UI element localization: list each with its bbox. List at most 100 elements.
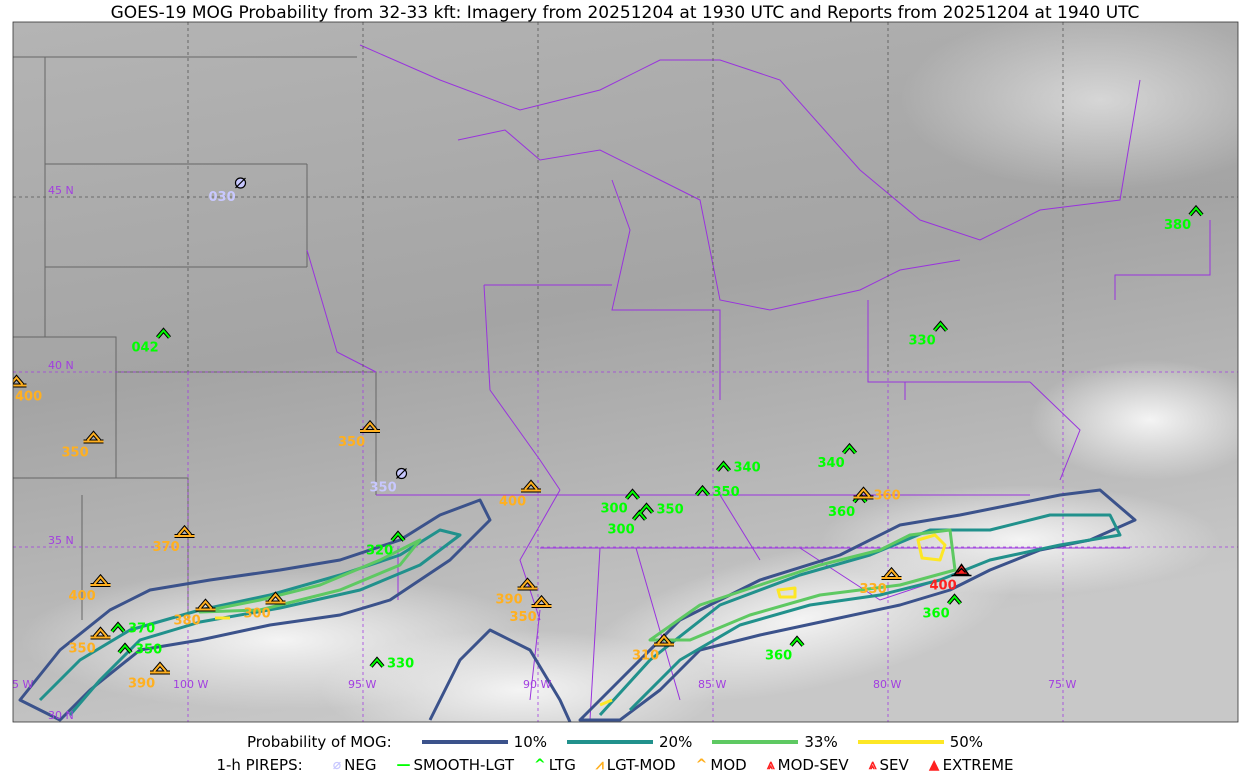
map-title: GOES-19 MOG Probability from 32-33 kft: … <box>110 3 1140 23</box>
legend-pirep-label: SEV <box>879 756 909 774</box>
pirep-altitude: 370 <box>128 622 155 637</box>
hat-icon: ⩘ <box>595 757 604 773</box>
pirep-altitude: 390 <box>496 593 523 608</box>
pirep-lgt-mod[interactable]: 350 <box>62 430 104 461</box>
legend-pirep-label: LGT-MOD <box>606 756 676 774</box>
legend-pirep-type: ⩓ SEV <box>869 756 909 774</box>
legend-swatch <box>857 740 944 744</box>
legend-pirep-type: ^ LTG <box>534 756 576 774</box>
pirep-altitude: 330 <box>860 582 887 597</box>
pirep-ltg[interactable]: 350 <box>638 502 684 518</box>
pirep-altitude: 340 <box>818 456 845 471</box>
pirep-ltg[interactable]: 320 <box>366 530 406 559</box>
pirep-neg[interactable]: 030 <box>209 177 247 205</box>
pirep-ltg[interactable]: 370 <box>110 621 155 637</box>
pirep-altitude: 360 <box>765 649 792 664</box>
hat-open-icon: ^ <box>695 757 708 773</box>
pirep-lgt-mod[interactable]: 350 <box>510 594 552 625</box>
grid-labels: 45 N 40 N 35 N 30 N 105 W 100 W 95 W 90 W 85 W 80… <box>13 184 1076 722</box>
pirep-ltg[interactable]: 360 <box>765 635 805 664</box>
lon-label: 85 W <box>698 678 726 691</box>
pirep-altitude: 350 <box>338 435 365 450</box>
lat-label: 45 N <box>48 184 74 197</box>
legend-level-label: 33% <box>804 733 838 751</box>
state-borders <box>13 44 1211 721</box>
pirep-altitude: 030 <box>209 190 236 205</box>
contour-33pct <box>198 538 422 614</box>
pirep-ltg[interactable]: 350 <box>694 484 740 500</box>
legend-pirep-type: ⩘ LGT-MOD <box>596 756 676 774</box>
contour-20pct <box>598 513 1122 717</box>
lat-label: 35 N <box>48 534 74 547</box>
pirep-ltg[interactable]: 300 <box>601 488 641 517</box>
lon-label: 95 W <box>348 678 376 691</box>
pirep-sev[interactable]: 400 <box>930 563 972 594</box>
pirep-ltg[interactable]: 330 <box>909 320 949 349</box>
pirep-markers: 030 350 042 380 330 400 350 350 400 370 400 380 300 3… <box>7 177 1204 692</box>
pirep-ltg[interactable]: 300 <box>608 509 648 538</box>
pirep-altitude: 400 <box>15 390 42 405</box>
pirep-altitude: 310 <box>632 649 659 664</box>
legend-level-label: 50% <box>949 733 984 751</box>
pirep-ltg[interactable]: 350 <box>117 642 162 658</box>
line-icon: — <box>396 757 411 773</box>
legend-swatch <box>567 740 654 744</box>
pirep-lgt-mod[interactable]: 370 <box>153 524 195 555</box>
pirep-lgt-mod[interactable]: 350 <box>338 419 380 450</box>
contour-50pct <box>776 586 797 599</box>
lon-label: 80 W <box>873 678 901 691</box>
pirep-mod[interactable]: 390 <box>128 661 170 692</box>
contour-50pct <box>916 533 947 562</box>
pirep-altitude: 340 <box>734 461 761 476</box>
mog-contours <box>18 488 1137 722</box>
contour-33pct <box>648 528 957 642</box>
pirep-lgt-mod[interactable]: 360 <box>853 486 901 504</box>
severe-hat-icon <box>951 563 972 577</box>
pirep-lgt-mod[interactable]: 350 <box>69 626 111 657</box>
pirep-altitude: 360 <box>923 607 950 622</box>
legend-pirep-label: LTG <box>548 756 576 774</box>
pirep-ltg[interactable]: 340 <box>818 442 858 471</box>
cloud-bands <box>20 22 1238 722</box>
pirep-lgt-mod[interactable]: 300 <box>244 591 286 622</box>
legend-pirep-label: SMOOTH-LGT <box>413 756 514 774</box>
pirep-altitude: 390 <box>128 677 155 692</box>
pirep-altitude: 300 <box>608 523 635 538</box>
pirep-altitude: 370 <box>153 540 180 555</box>
lon-label: 90 W <box>523 678 551 691</box>
pirep-ltg[interactable]: 360 <box>923 593 963 622</box>
legend-swatch <box>421 740 508 744</box>
pirep-ltg[interactable]: 042 <box>132 327 172 356</box>
pirep-mod[interactable]: 390 <box>496 577 538 608</box>
legend-level: 20% <box>567 733 692 751</box>
pirep-altitude: 042 <box>132 341 159 356</box>
contour-10pct <box>578 488 1137 722</box>
neg-icon: ⌀ <box>332 757 342 773</box>
contour-20pct <box>38 528 462 716</box>
pirep-neg[interactable]: 350 <box>370 467 408 496</box>
pirep-altitude: 350 <box>657 503 684 518</box>
legend-swatch <box>712 740 799 744</box>
legend-pirep-label: MOD <box>710 756 747 774</box>
pirep-lgt-mod[interactable]: 310 <box>632 633 674 664</box>
pirep-lgt-mod[interactable]: 330 <box>860 566 902 597</box>
pirep-altitude: 330 <box>387 657 414 672</box>
pirep-altitude: 400 <box>930 579 957 594</box>
pirep-altitude: 400 <box>499 495 526 510</box>
legend-pirep-type: — SMOOTH-LGT <box>396 756 514 774</box>
pirep-ltg[interactable]: 330 <box>369 656 414 672</box>
pirep-lgt-mod[interactable]: 400 <box>7 374 43 405</box>
pirep-altitude: 380 <box>1164 218 1191 233</box>
contour-10pct <box>18 498 492 722</box>
pirep-ltg[interactable]: 380 <box>1164 204 1204 233</box>
legend-level: 50% <box>857 733 984 751</box>
pirep-lgt-mod[interactable]: 400 <box>69 573 111 604</box>
pirep-ltg[interactable]: 340 <box>715 460 761 476</box>
double-hat-icon: ⩓ <box>766 757 775 773</box>
pirep-lgt-mod[interactable]: 400 <box>499 479 541 510</box>
pirep-legend: 1-h PIREPS: ⌀ NEG — SMOOTH-LGT ^ LTG ⩘ LGT-MOD ^… <box>0 756 1250 774</box>
legend-pirep-type: ▲ EXTREME <box>929 756 1014 774</box>
pirep-lgt-mod[interactable]: 380 <box>174 598 216 629</box>
pirep-altitude: 360 <box>874 489 901 504</box>
pirep-altitude: 300 <box>601 502 628 517</box>
